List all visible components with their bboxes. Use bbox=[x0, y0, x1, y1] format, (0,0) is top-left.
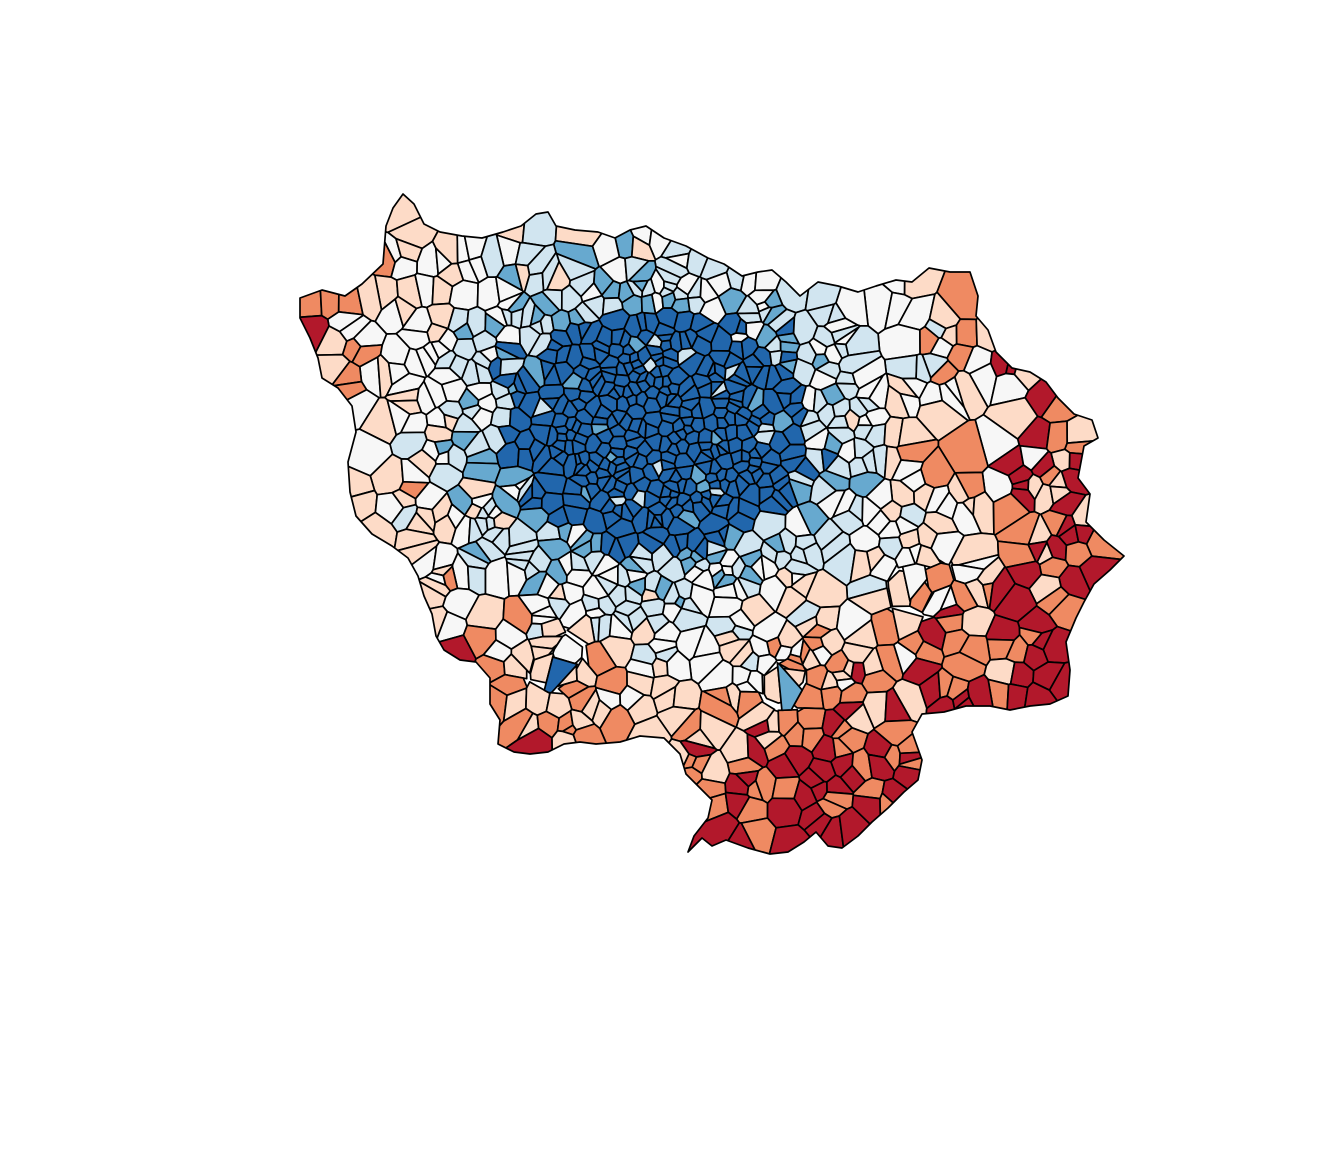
commune-area bbox=[1066, 392, 1122, 444]
commune-area bbox=[699, 220, 752, 281]
commune-area bbox=[300, 256, 323, 321]
commune-area bbox=[521, 194, 561, 248]
commune-area bbox=[955, 318, 978, 349]
commune-area bbox=[635, 738, 690, 799]
commune-area bbox=[543, 656, 579, 694]
commune-area bbox=[901, 562, 928, 602]
commune-areas bbox=[300, 194, 1124, 854]
commune-area bbox=[975, 287, 1036, 353]
commune-area bbox=[754, 235, 800, 292]
commune-area bbox=[877, 323, 921, 361]
commune-area bbox=[1045, 420, 1069, 454]
commune-area bbox=[770, 488, 794, 513]
commune-area bbox=[473, 194, 530, 244]
commune-area bbox=[660, 205, 713, 259]
region-outline bbox=[299, 193, 1125, 855]
commune-area bbox=[566, 613, 596, 646]
commune-area bbox=[879, 792, 935, 848]
commune-area bbox=[651, 657, 669, 679]
commune-area bbox=[915, 544, 942, 569]
commune-area bbox=[422, 341, 440, 366]
commune-area bbox=[698, 821, 767, 854]
commune-area bbox=[845, 324, 881, 357]
commune-area bbox=[776, 662, 804, 712]
commune-area bbox=[672, 678, 703, 711]
commune-area bbox=[1004, 683, 1029, 742]
commune-area bbox=[484, 556, 510, 600]
commune-area bbox=[489, 406, 512, 428]
commune-area bbox=[408, 634, 477, 698]
commune-area bbox=[329, 511, 399, 582]
commune-area bbox=[645, 766, 703, 820]
commune-area bbox=[1085, 494, 1124, 563]
commune-area bbox=[355, 194, 450, 234]
commune-area bbox=[317, 255, 341, 321]
